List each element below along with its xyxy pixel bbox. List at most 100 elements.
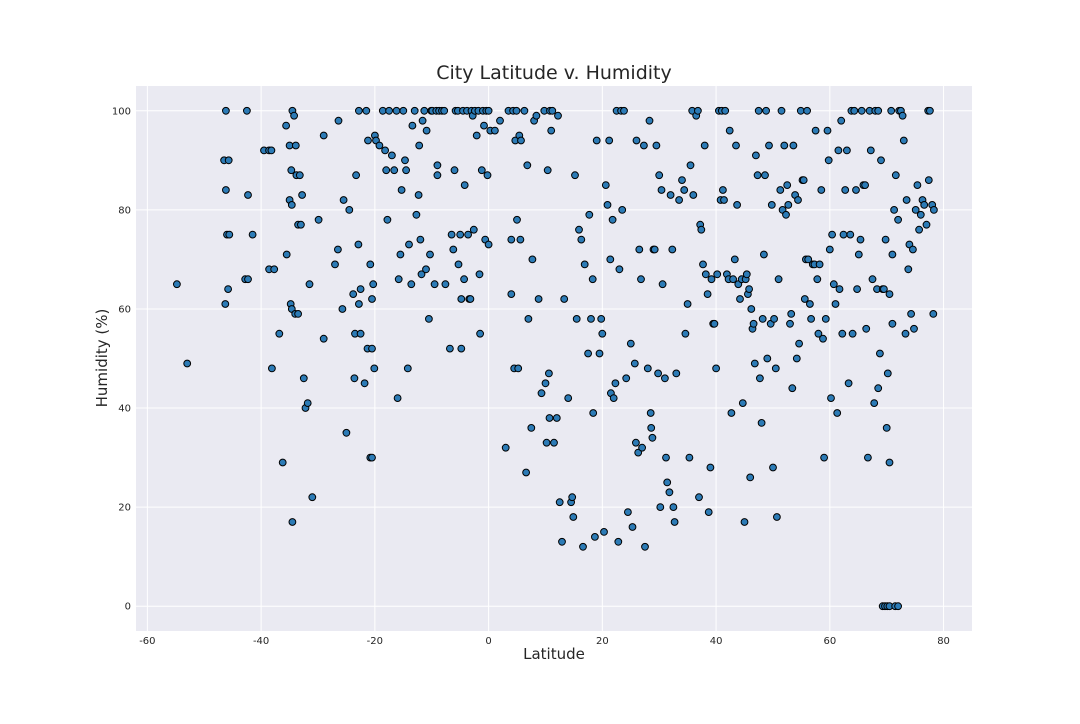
data-point [730,255,739,264]
data-point [861,181,869,190]
data-point [681,329,690,338]
data-point [804,255,813,264]
y-tick-label: 40 [118,404,131,415]
y-tick-label: 80 [118,205,131,216]
data-point [725,126,734,135]
data-point [568,493,577,502]
data-point [615,265,624,274]
plot-area [136,86,972,631]
data-point [548,106,557,115]
data-point [620,106,628,115]
data-point [349,290,358,299]
data-point [331,260,339,269]
data-point [752,151,760,160]
data-point [710,319,719,328]
data-point [638,443,646,452]
data-point [898,111,907,120]
data-point [469,225,478,234]
data-point [747,305,756,313]
data-point [532,111,541,120]
data-point [647,424,656,432]
data-point [828,230,836,239]
data-point [507,235,516,244]
data-point [813,275,822,284]
data-point [388,151,396,160]
data-point [686,161,695,170]
data-point [314,215,323,224]
data-point [821,315,830,323]
data-point [850,106,859,115]
data-point [770,315,778,323]
data-point [780,141,789,150]
data-point [913,181,922,190]
data-point [857,106,866,115]
data-point [763,354,772,363]
data-point [542,438,551,447]
data-point [806,300,814,308]
data-point [870,399,879,408]
data-point [777,106,786,115]
data-point [364,136,372,145]
data-point [407,280,416,289]
data-point [694,106,702,115]
data-point [630,359,639,368]
data-point [605,136,614,145]
data-point [803,106,811,115]
data-point [643,364,652,373]
data-point [418,116,427,125]
data-point [833,409,842,417]
data-point [426,250,434,259]
data-point [585,210,594,219]
data-point [738,399,747,408]
data-point [514,364,523,373]
data-point [433,171,442,180]
data-point [587,315,595,323]
x-axis-label: Latitude [523,645,585,663]
data-point [846,230,855,239]
data-point [600,528,608,536]
data-point [527,424,536,432]
data-point [904,265,913,274]
data-point [757,419,766,427]
data-point [891,171,900,180]
data-point [844,379,853,388]
data-point [712,364,720,373]
data-point [874,384,883,393]
data-point [909,245,917,254]
data-point [773,513,781,521]
data-point [727,409,736,417]
data-point [760,250,768,259]
data-point [564,394,573,403]
data-point [745,285,753,294]
data-point [456,230,465,239]
data-point [885,458,894,467]
data-point [894,215,902,224]
data-point [853,285,861,294]
data-point [430,280,439,289]
data-point [665,488,674,497]
data-point [366,260,375,269]
data-point [534,295,543,303]
data-point [454,260,463,269]
x-tick-label: 80 [937,636,950,647]
data-point [756,374,764,383]
data-point [295,171,304,180]
data-point [922,220,931,229]
data-point [354,240,363,249]
data-point [704,508,713,516]
data-point [524,315,533,323]
data-point [390,166,399,175]
data-point [618,206,627,214]
data-point [852,186,860,194]
data-point [868,275,877,284]
data-point [753,171,762,180]
x-tick-label: 40 [710,636,723,647]
data-point [733,201,741,209]
data-point [786,319,794,328]
data-point [880,285,888,294]
data-point [588,275,597,284]
data-point [275,329,284,338]
data-point [646,409,655,417]
data-point [758,315,767,323]
